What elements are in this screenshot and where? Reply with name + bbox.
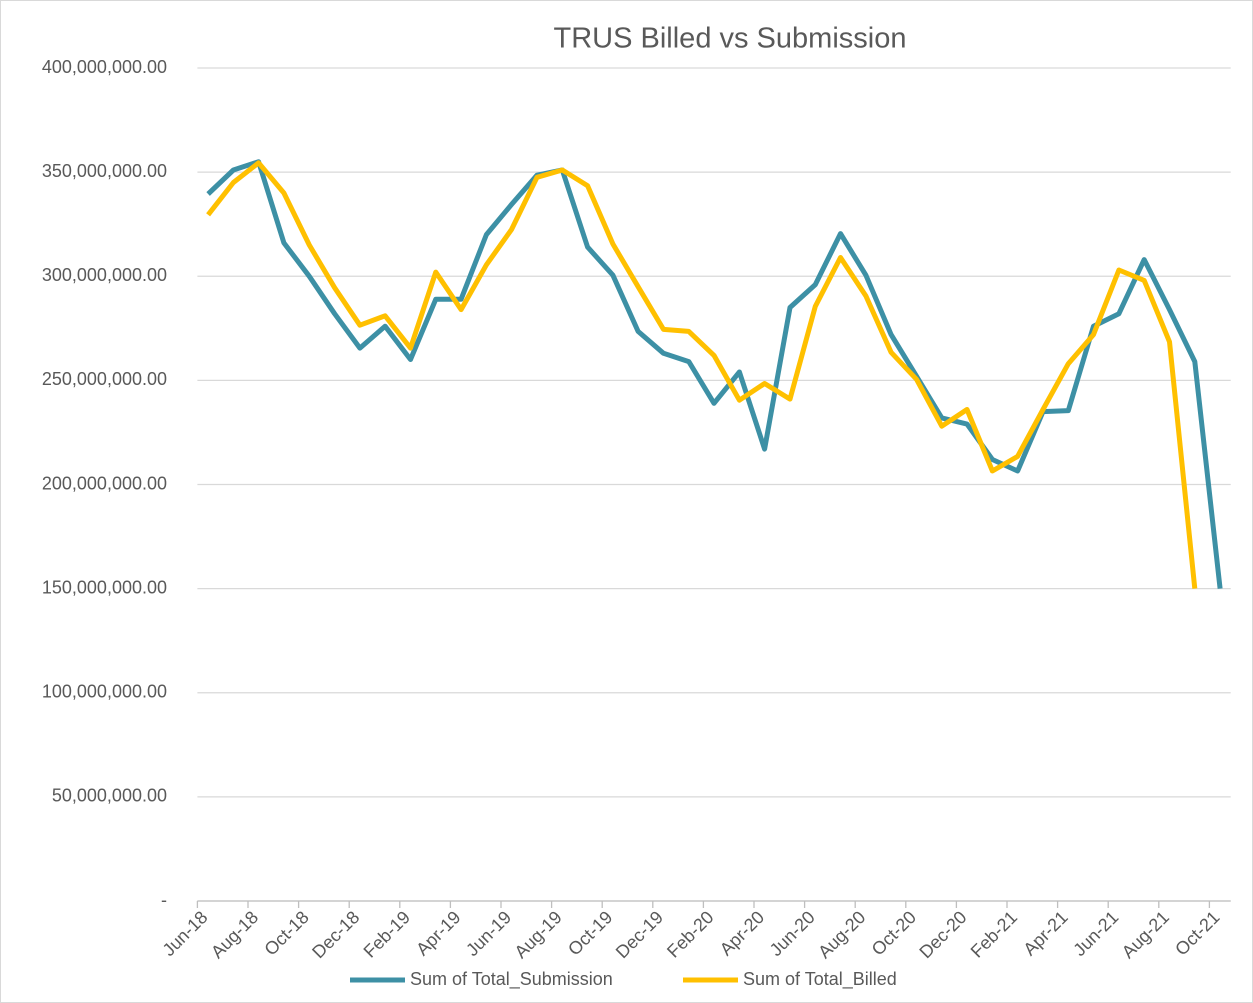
series-line xyxy=(206,160,1198,589)
series-line xyxy=(206,159,1223,589)
y-tick-label: 350,000,000.00 xyxy=(42,161,167,181)
y-tick-label: 50,000,000.00 xyxy=(52,786,167,806)
y-tick-label: 200,000,000.00 xyxy=(42,473,167,493)
y-tick-label: 150,000,000.00 xyxy=(42,577,167,597)
legend-label: Sum of Total_Billed xyxy=(743,969,897,990)
y-tick-label: 250,000,000.00 xyxy=(42,369,167,389)
legend-label: Sum of Total_Submission xyxy=(410,969,613,990)
y-tick-label: 100,000,000.00 xyxy=(42,682,167,702)
chart-title: TRUS Billed vs Submission xyxy=(554,23,907,55)
y-tick-label: 400,000,000.00 xyxy=(42,57,167,77)
y-tick-label: - xyxy=(161,890,167,910)
y-tick-label: 300,000,000.00 xyxy=(42,265,167,285)
